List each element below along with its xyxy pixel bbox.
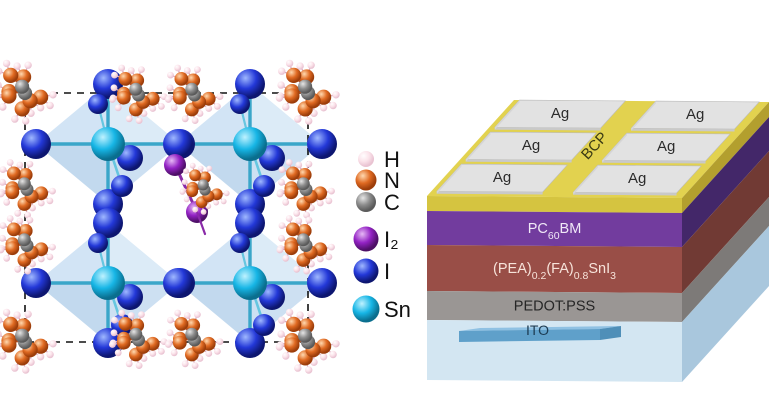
svg-text:ITO: ITO (526, 322, 549, 338)
svg-text:Ag: Ag (628, 170, 646, 187)
svg-text:Ag: Ag (522, 137, 540, 154)
svg-text:PEDOT:PSS: PEDOT:PSS (514, 299, 595, 315)
svg-text:Ag: Ag (657, 138, 675, 155)
svg-text:Ag: Ag (686, 106, 704, 123)
svg-text:Ag: Ag (551, 105, 569, 122)
svg-text:Ag: Ag (493, 169, 511, 186)
